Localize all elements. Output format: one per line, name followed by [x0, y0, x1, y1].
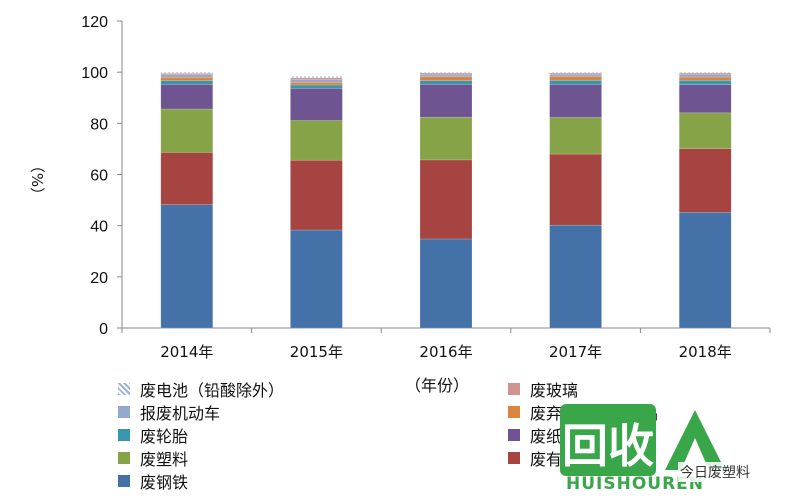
bar-segment: [549, 153, 602, 226]
y-tick-label: 80: [90, 116, 108, 133]
x-axis-label: （年份）: [405, 376, 470, 395]
bar-segment: [678, 74, 732, 78]
bar-segment: [290, 84, 343, 89]
legend-swatch: [508, 405, 520, 418]
legend-label: 废纸: [530, 426, 563, 446]
bar-segment: [549, 224, 602, 329]
bar-segment: [160, 84, 214, 110]
bar-segment: [549, 80, 602, 85]
x-tick-label: 2017年: [549, 343, 602, 361]
y-tick-label: 60: [90, 168, 108, 185]
bar-segment: [678, 112, 732, 149]
legend-swatch: [508, 382, 520, 395]
bar-segment: [678, 80, 732, 85]
bar-segment: [160, 74, 214, 78]
legend-item: 废电池（铅酸除外）: [118, 378, 508, 400]
legend-swatch: [118, 428, 130, 441]
legend-item: 废塑料: [118, 447, 508, 469]
bar-segment: [419, 84, 473, 118]
legend-swatch: [118, 382, 130, 395]
bar-segment: [549, 84, 602, 118]
bar-segment: [160, 71, 214, 74]
bar-segment: [549, 73, 602, 77]
x-tick-label: 2014年: [160, 343, 213, 361]
legend-label: 废轮胎: [140, 426, 189, 446]
legend-label: 废塑料: [140, 449, 189, 469]
bar-segment: [160, 108, 214, 153]
watermark-source-text: 今日废塑料: [678, 462, 752, 482]
legend-swatch: [508, 428, 520, 441]
bar-segment: [160, 204, 214, 329]
bar-segment: [678, 76, 732, 81]
bar-segment: [678, 212, 732, 329]
bar-segment: [419, 74, 473, 78]
bar-segment: [290, 81, 343, 86]
bar-segment: [290, 159, 343, 231]
bar-segment: [419, 71, 473, 74]
bar-segment: [160, 152, 214, 205]
watermark-glyph-1: 回: [562, 419, 608, 473]
legend-swatch: [508, 451, 520, 464]
y-tick-label: 40: [90, 219, 108, 236]
bar-segment: [678, 148, 732, 213]
bar-segment: [419, 159, 473, 240]
y-axis-label: （%）: [28, 158, 46, 202]
legend-item: 废钢铁: [118, 470, 508, 492]
bar-segment: [419, 116, 473, 161]
y-axis: 0 20 40 60 80 100 120: [81, 14, 123, 338]
legend-item: 废玻璃: [508, 378, 678, 400]
bar-segment: [290, 76, 343, 79]
x-tick-label: 2015年: [290, 343, 343, 361]
legend-label: 废钢铁: [140, 472, 189, 492]
legend-label: 废电池（铅酸除外）: [140, 380, 285, 400]
site-watermark: 回 收 HUISHOUREN 今日废塑料: [560, 404, 785, 496]
watermark-latin-text: HUISHOUREN: [566, 474, 705, 494]
legend-swatch: [118, 405, 130, 418]
bar-segment: [549, 76, 602, 81]
bar-segment: [549, 71, 602, 74]
legend-swatch: [118, 474, 130, 487]
watermark-logo-box: 回 收: [560, 404, 656, 476]
legend-label: 报废机动车: [140, 403, 221, 423]
legend-item: 废轮胎: [118, 424, 508, 446]
bar-segment: [160, 77, 214, 81]
bar-segment: [290, 79, 343, 83]
bar-segment: [419, 76, 473, 81]
legend-item: 报废机动车: [118, 401, 508, 423]
y-tick-label: 120: [81, 14, 108, 31]
bar-segment: [419, 238, 473, 329]
legend-swatch: [118, 451, 130, 464]
y-tick-label: 20: [90, 270, 108, 287]
x-tick-label: 2016年: [419, 343, 472, 361]
bar-stacks: [160, 71, 732, 329]
y-tick-label: 0: [99, 321, 108, 338]
bar-segment: [290, 229, 343, 329]
legend-item: 废纸: [508, 424, 678, 446]
bar-segment: [549, 117, 602, 155]
legend-label: 废玻璃: [530, 380, 579, 400]
bar-segment: [678, 71, 732, 74]
bar-segment: [160, 72, 214, 75]
x-axis: 2014年 2015年 2016年 2017年 2018年: [121, 327, 771, 361]
bar-segment: [160, 80, 214, 85]
bar-segment: [419, 80, 473, 85]
bar-segment: [290, 88, 343, 121]
bar-segment: [290, 77, 343, 80]
bar-segment: [290, 120, 343, 161]
y-tick-label: 100: [81, 65, 108, 82]
x-tick-label: 2018年: [679, 343, 732, 361]
bar-segment: [678, 84, 732, 114]
watermark-glyph-2: 收: [608, 419, 654, 473]
